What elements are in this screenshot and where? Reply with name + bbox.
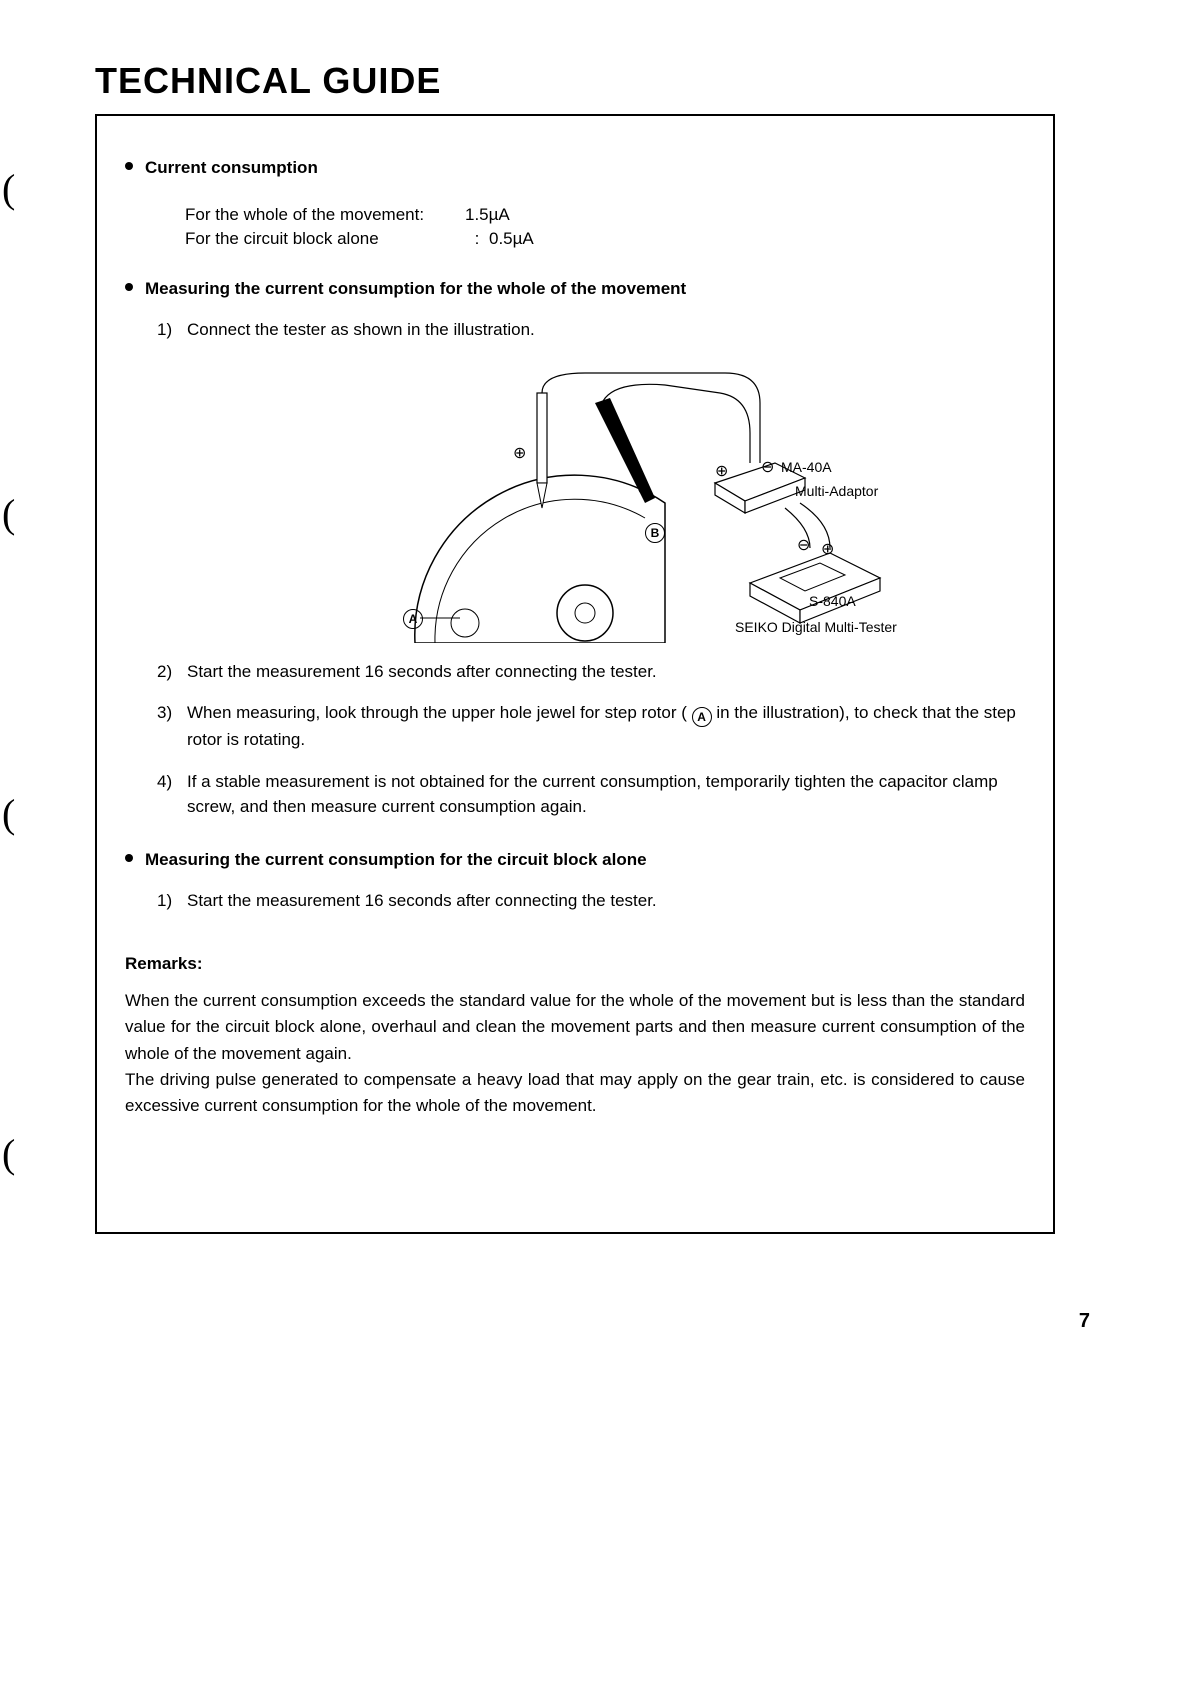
spec-value: 0.5µA [489,229,534,249]
step-4: 4) If a stable measurement is not obtain… [157,769,1025,820]
plus-marker: ⊕ [715,461,728,481]
section-measuring-whole: Measuring the current consumption for th… [125,277,1025,302]
plus-marker: ⊕ [821,539,834,559]
heading-measuring-whole: Measuring the current consumption for th… [145,277,686,302]
step-text: Connect the tester as shown in the illus… [187,317,535,343]
step-1b: 1) Start the measurement 16 seconds afte… [157,888,1025,914]
heading-current-consumption: Current consumption [145,156,318,181]
marker-a: A [403,607,423,629]
remarks-heading: Remarks: [125,954,1025,974]
label-s840a: S-840A [809,593,856,609]
bullet-icon [125,283,133,291]
step3-pre: When measuring, look through the upper h… [187,703,692,722]
step-number: 4) [157,769,187,820]
step-number: 1) [157,317,187,343]
spec-circuit-block: For the circuit block alone : 0.5µA [185,229,1025,249]
bullet-icon [125,854,133,862]
section-current-consumption: Current consumption [125,156,1025,181]
binding-mark-icon: ( [2,490,15,537]
marker-a-inline: A [692,707,712,727]
section-measuring-circuit: Measuring the current consumption for th… [125,848,1025,873]
step-text: Start the measurement 16 seconds after c… [187,659,657,685]
illustration: ⊕ ⊖ ⊕ ⊖ ⊖ ⊕ A B MA-40A Multi-Adaptor S-8… [365,363,925,643]
binding-mark-icon: ( [2,165,15,212]
page-content: TECHNICAL GUIDE Current consumption For … [95,60,1105,1234]
page-title: TECHNICAL GUIDE [95,60,1105,102]
remarks-p1: When the current consumption exceeds the… [125,988,1025,1067]
plus-marker: ⊕ [513,443,526,463]
step-number: 1) [157,888,187,914]
step-text: When measuring, look through the upper h… [187,700,1025,753]
minus-marker: ⊖ [797,535,810,555]
bullet-icon [125,162,133,170]
spec-label: For the circuit block alone [185,229,465,249]
minus-marker: ⊖ [637,479,650,499]
spec-label: For the whole of the movement: [185,205,465,225]
page-number: 7 [1079,1310,1090,1333]
label-multi-adaptor: Multi-Adaptor [795,483,878,499]
spec-value: 1.5µA [465,205,510,225]
step-text: If a stable measurement is not obtained … [187,769,1025,820]
colon: : [465,229,489,249]
step-number: 3) [157,700,187,753]
label-seiko-tester: SEIKO Digital Multi-Tester [735,619,897,635]
label-ma40a: MA-40A [781,459,832,475]
step-text: Start the measurement 16 seconds after c… [187,888,657,914]
content-frame: Current consumption For the whole of the… [95,114,1055,1234]
binding-mark-icon: ( [2,790,15,837]
step-2: 2) Start the measurement 16 seconds afte… [157,659,1025,685]
step-1: 1) Connect the tester as shown in the il… [157,317,1025,343]
step-3: 3) When measuring, look through the uppe… [157,700,1025,753]
minus-marker: ⊖ [761,457,774,477]
heading-measuring-circuit: Measuring the current consumption for th… [145,848,647,873]
remarks-p2: The driving pulse generated to compensat… [125,1067,1025,1120]
binding-mark-icon: ( [2,1130,15,1177]
step-number: 2) [157,659,187,685]
spec-whole-movement: For the whole of the movement: 1.5µA [185,205,1025,225]
marker-b: B [645,521,665,543]
